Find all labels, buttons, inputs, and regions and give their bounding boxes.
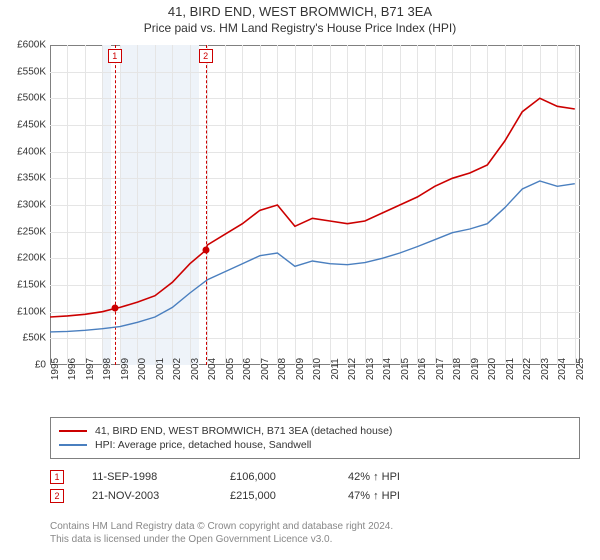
chart-subtitle: Price paid vs. HM Land Registry's House …	[0, 21, 600, 35]
title-block: 41, BIRD END, WEST BROMWICH, B71 3EA Pri…	[0, 0, 600, 35]
y-axis-label: £600K	[17, 40, 46, 51]
sale-row: 2 21-NOV-2003 £215,000 47% ↑ HPI	[50, 489, 580, 503]
sale-marker-icon: 1	[50, 470, 64, 484]
marker-box: 1	[108, 49, 122, 63]
legend-item-property: 41, BIRD END, WEST BROMWICH, B71 3EA (de…	[59, 425, 571, 437]
sale-date: 11-SEP-1998	[92, 471, 202, 483]
sale-date: 21-NOV-2003	[92, 490, 202, 502]
y-axis-label: £0	[35, 360, 46, 371]
series-property	[50, 98, 575, 317]
legend-item-hpi: HPI: Average price, detached house, Sand…	[59, 439, 571, 451]
sales-table: 1 11-SEP-1998 £106,000 42% ↑ HPI 2 21-NO…	[50, 465, 580, 508]
y-axis-label: £300K	[17, 200, 46, 211]
marker-box: 2	[199, 49, 213, 63]
plot-area: 12 £0£50K£100K£150K£200K£250K£300K£350K£…	[50, 45, 580, 365]
y-axis-label: £450K	[17, 120, 46, 131]
chart-container: 41, BIRD END, WEST BROMWICH, B71 3EA Pri…	[0, 0, 600, 560]
y-axis-label: £350K	[17, 173, 46, 184]
legend: 41, BIRD END, WEST BROMWICH, B71 3EA (de…	[50, 417, 580, 459]
sale-hpi-delta: 42% ↑ HPI	[348, 471, 468, 483]
sale-point-dot	[111, 305, 118, 312]
y-axis-label: £50K	[23, 333, 46, 344]
series-hpi	[50, 181, 575, 332]
y-axis-label: £100K	[17, 306, 46, 317]
legend-swatch	[59, 430, 87, 432]
footer-line: Contains HM Land Registry data © Crown c…	[50, 520, 580, 533]
attribution-footer: Contains HM Land Registry data © Crown c…	[50, 520, 580, 546]
legend-label: HPI: Average price, detached house, Sand…	[95, 439, 311, 451]
sale-point-dot	[202, 247, 209, 254]
footer-line: This data is licensed under the Open Gov…	[50, 533, 580, 546]
y-axis-label: £150K	[17, 280, 46, 291]
y-axis-label: £200K	[17, 253, 46, 264]
sale-price: £215,000	[230, 490, 320, 502]
sale-price: £106,000	[230, 471, 320, 483]
sale-hpi-delta: 47% ↑ HPI	[348, 490, 468, 502]
chart-title: 41, BIRD END, WEST BROMWICH, B71 3EA	[0, 4, 600, 19]
sale-marker-icon: 2	[50, 489, 64, 503]
y-axis-label: £250K	[17, 226, 46, 237]
sale-row: 1 11-SEP-1998 £106,000 42% ↑ HPI	[50, 470, 580, 484]
y-axis-label: £500K	[17, 93, 46, 104]
line-series-svg	[50, 45, 580, 365]
legend-swatch	[59, 444, 87, 446]
legend-label: 41, BIRD END, WEST BROMWICH, B71 3EA (de…	[95, 425, 392, 437]
y-axis-label: £550K	[17, 66, 46, 77]
y-axis-label: £400K	[17, 146, 46, 157]
